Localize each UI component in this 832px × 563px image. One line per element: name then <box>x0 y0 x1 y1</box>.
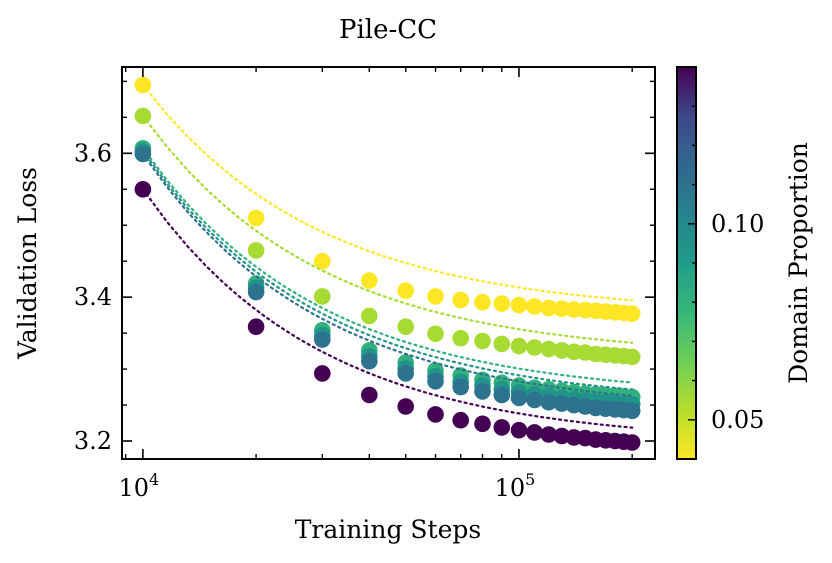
data-point <box>397 365 415 382</box>
data-point <box>510 296 528 314</box>
data-point <box>526 424 543 441</box>
data-point <box>493 386 511 404</box>
colorbar-tick-label: 0.10 <box>711 210 764 238</box>
data-point <box>623 348 641 366</box>
data-point <box>540 393 557 411</box>
x-axis: 104 105 <box>119 67 633 502</box>
data-point <box>493 295 511 312</box>
data-point <box>247 318 265 336</box>
data-point <box>427 406 444 423</box>
colorbar-axis: 0.05 0.10 <box>688 66 764 460</box>
data-point <box>493 335 511 353</box>
data-point <box>510 337 528 355</box>
data-point <box>526 298 543 315</box>
data-point <box>361 307 378 325</box>
data-point <box>493 419 511 436</box>
data-point <box>623 434 641 451</box>
data-point <box>553 427 571 445</box>
data-point <box>314 365 331 382</box>
series-line-1 <box>141 114 634 344</box>
chart-title: Pile-CC <box>339 15 437 45</box>
data-point <box>474 383 491 400</box>
data-point <box>553 395 571 412</box>
data-point <box>474 332 491 350</box>
data-point <box>134 76 152 94</box>
data-point <box>526 339 543 356</box>
data-point <box>134 181 152 198</box>
y-tick-label: 3.4 <box>74 283 112 311</box>
plot-area <box>134 76 641 451</box>
data-point <box>427 325 444 343</box>
plot-frame <box>121 66 656 460</box>
data-point <box>510 389 528 407</box>
series-2 <box>134 140 641 406</box>
data-point <box>427 373 444 390</box>
series-line-2 <box>141 147 634 384</box>
data-point <box>540 426 557 443</box>
y-tick-label: 3.6 <box>74 139 112 167</box>
data-point <box>134 107 152 125</box>
data-point <box>526 391 543 409</box>
data-point <box>623 402 641 420</box>
y-axis: 3.2 3.4 3.6 <box>74 80 655 455</box>
data-point <box>452 329 470 347</box>
data-point <box>452 378 470 396</box>
data-point <box>623 305 641 323</box>
data-point <box>247 242 265 259</box>
data-point <box>427 288 444 305</box>
data-point <box>314 331 331 348</box>
data-point <box>361 352 378 370</box>
data-point <box>553 342 571 359</box>
data-point <box>474 293 491 311</box>
data-point <box>397 398 415 415</box>
colorbar-tick-label: 0.05 <box>711 406 764 434</box>
series-line-0 <box>141 83 634 302</box>
series-0 <box>134 76 641 323</box>
series-line-4 <box>141 152 634 397</box>
series-5 <box>134 181 641 451</box>
series-4 <box>134 145 641 420</box>
data-point <box>247 209 265 227</box>
series-3 <box>134 142 641 413</box>
x-tick-label: 104 <box>119 470 160 502</box>
data-point <box>361 272 378 289</box>
colorbar-label: Domain Proportion <box>784 142 813 384</box>
data-point <box>540 299 557 317</box>
data-point <box>314 288 331 305</box>
data-point <box>474 415 491 433</box>
data-point <box>134 145 152 163</box>
data-point <box>397 318 415 336</box>
data-point <box>452 291 470 309</box>
data-point <box>247 283 265 301</box>
series-1 <box>134 107 641 366</box>
data-point <box>553 300 571 318</box>
data-point <box>540 340 557 358</box>
data-point <box>452 411 470 429</box>
x-axis-label: Training Steps <box>295 515 481 544</box>
data-point <box>510 421 528 439</box>
y-tick-label: 3.2 <box>74 427 112 455</box>
data-point <box>397 282 415 300</box>
data-point <box>314 252 331 270</box>
y-axis-label: Validation Loss <box>13 167 42 360</box>
data-point <box>361 386 378 404</box>
x-tick-label: 105 <box>495 470 536 502</box>
